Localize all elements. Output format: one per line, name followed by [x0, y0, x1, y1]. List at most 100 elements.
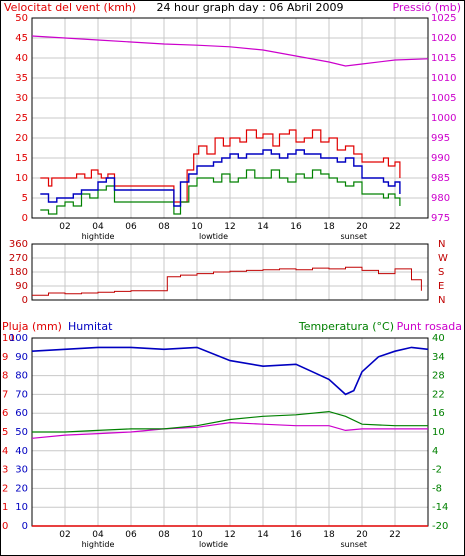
- temperature-y-tick-label: 34: [432, 352, 445, 363]
- pressure-y-tick-label: 985: [431, 173, 450, 184]
- x-tick-label: 12: [224, 222, 235, 232]
- direction-cardinal-label: N: [438, 239, 445, 250]
- temperature-y-tick-label: -20: [432, 521, 448, 532]
- direction-y-tick-label: 0: [22, 295, 28, 306]
- temperature-y-tick-label: -2: [432, 465, 442, 476]
- humidity-y-tick-label: 100: [9, 333, 28, 344]
- wind-y-tick-label: 15: [15, 153, 28, 164]
- wind-y-tick-label: 40: [15, 53, 28, 64]
- pressure-line: [31, 35, 429, 67]
- wind-y-tick-label: 50: [15, 13, 28, 24]
- x-tick-label: 22: [389, 530, 400, 540]
- x-tick-label: 18: [323, 222, 335, 232]
- direction-cardinal-label: W: [438, 253, 448, 264]
- rain-y-tick-label: 10: [2, 333, 15, 344]
- pressure-y-tick-label: 1015: [431, 53, 456, 64]
- temperature-y-tick-label: -8: [432, 483, 442, 494]
- tide-marker-label: lowtide: [199, 540, 228, 549]
- wind-min-line: [40, 169, 401, 215]
- temperature-y-tick-label: 10: [432, 427, 445, 438]
- x-tick-label: 10: [191, 530, 203, 540]
- temperature-y-tick-label: 28: [432, 371, 445, 382]
- direction-y-tick-label: 360: [9, 239, 28, 250]
- dewpoint-label: Punt rosada: [397, 320, 462, 333]
- temperature-y-tick-label: -14: [432, 502, 448, 513]
- tide-marker-label: hightide: [82, 232, 115, 241]
- x-tick-label: 04: [92, 530, 104, 540]
- humidity-y-tick-label: 20: [15, 483, 28, 494]
- pressure-y-tick-label: 1000: [431, 113, 456, 124]
- x-tick-label: 06: [125, 222, 137, 232]
- humidity-y-tick-label: 80: [15, 371, 28, 382]
- humidity-y-tick-label: 70: [15, 389, 28, 400]
- pressure-y-tick-label: 990: [431, 153, 450, 164]
- x-tick-label: 14: [257, 530, 269, 540]
- temperature-y-tick-label: 16: [432, 408, 445, 419]
- pressure-y-tick-label: 1010: [431, 73, 456, 84]
- x-tick-label: 16: [290, 530, 302, 540]
- tide-marker-label: sunset: [340, 232, 367, 241]
- humidity-y-tick-label: 0: [22, 521, 28, 532]
- temperature-y-tick-label: 22: [432, 389, 445, 400]
- humidity-line: [31, 346, 429, 396]
- humidity-y-tick-label: 10: [15, 502, 28, 513]
- x-tick-label: 08: [158, 530, 170, 540]
- x-tick-label: 10: [191, 222, 203, 232]
- pressure-y-tick-label: 1005: [431, 93, 456, 104]
- pressure-y-tick-label: 995: [431, 133, 450, 144]
- wind-y-tick-label: 30: [15, 93, 28, 104]
- x-tick-label: 04: [92, 222, 104, 232]
- x-tick-label: 16: [290, 222, 302, 232]
- direction-line: [32, 266, 422, 296]
- plot-frame: [31, 243, 429, 301]
- humidity-temperature-panel: 0 01 102 203 304 405 506 607 708 809 9010100-20-14…: [2, 333, 448, 549]
- x-tick-label: 20: [356, 530, 368, 540]
- wind-avg-line: [40, 149, 401, 207]
- wind-y-tick-label: 35: [15, 73, 28, 84]
- pressure-right-label: Pressió (mb): [392, 1, 461, 14]
- x-tick-label: 12: [224, 530, 235, 540]
- tide-marker-label: sunset: [340, 540, 367, 549]
- x-tick-label: 02: [59, 222, 70, 232]
- x-tick-label: 20: [356, 222, 368, 232]
- rain-y-tick-label: 0: [2, 521, 8, 532]
- direction-cardinal-label: S: [438, 267, 444, 278]
- humidity-y-tick-label: 30: [15, 465, 28, 476]
- rain-y-tick-label: 6: [2, 408, 8, 419]
- wind-y-tick-label: 5: [22, 193, 28, 204]
- direction-y-tick-label: 180: [9, 267, 28, 278]
- wind-y-tick-label: 20: [15, 133, 28, 144]
- pressure-y-tick-label: 1020: [431, 33, 456, 44]
- tide-marker-label: hightide: [82, 540, 115, 549]
- wind-y-tick-label: 45: [15, 33, 28, 44]
- temperature-y-tick-label: 4: [432, 446, 438, 457]
- wind-y-tick-label: 0: [22, 213, 28, 224]
- rain-y-tick-label: 3: [2, 465, 8, 476]
- x-tick-label: 14: [257, 222, 269, 232]
- x-tick-label: 08: [158, 222, 170, 232]
- tide-marker-label: lowtide: [199, 232, 228, 241]
- rain-label: Pluja (mm): [2, 320, 62, 333]
- humidity-y-tick-label: 40: [15, 446, 28, 457]
- chart-title: 24 hour graph day : 06 Abril 2009: [157, 1, 344, 14]
- rain-y-tick-label: 1: [2, 502, 8, 513]
- x-tick-label: 22: [389, 222, 400, 232]
- rain-y-tick-label: 4: [2, 446, 8, 457]
- x-tick-label: 06: [125, 530, 137, 540]
- x-tick-label: 18: [323, 530, 335, 540]
- x-tick-label: 02: [59, 530, 70, 540]
- wind-panel: 0510152025303540455097598098599099510001…: [15, 13, 456, 241]
- rain-y-tick-label: 8: [2, 371, 8, 382]
- humidity-label: Humitat: [68, 320, 113, 333]
- rain-y-tick-label: 5: [2, 427, 8, 438]
- pressure-y-tick-label: 1025: [431, 13, 456, 24]
- rain-y-tick-label: 7: [2, 389, 8, 400]
- humidity-y-tick-label: 50: [15, 427, 28, 438]
- pressure-y-tick-label: 975: [431, 213, 450, 224]
- direction-cardinal-label: E: [438, 281, 444, 292]
- direction-cardinal-label: N: [438, 295, 445, 306]
- wind-gust-line: [40, 129, 401, 203]
